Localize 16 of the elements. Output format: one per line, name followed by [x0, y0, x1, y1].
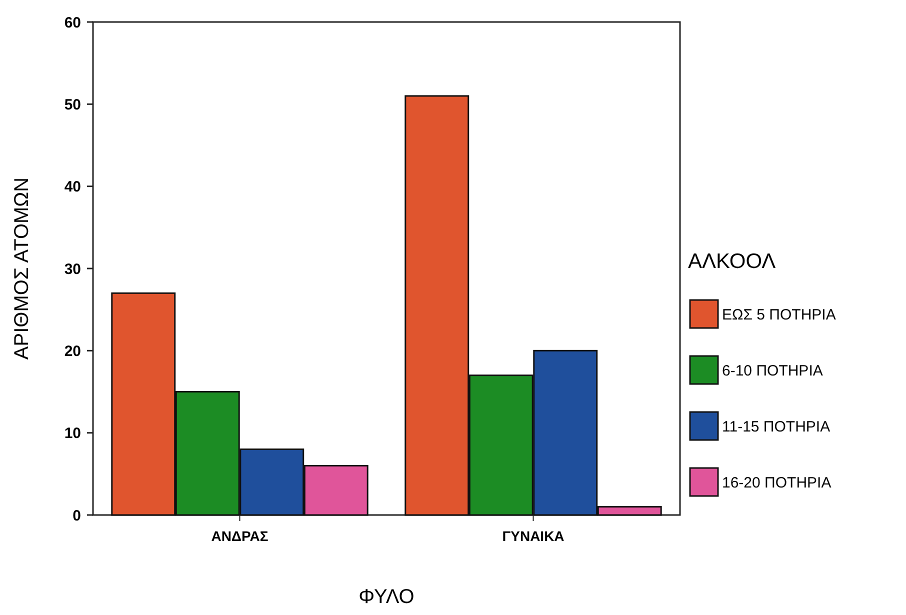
y-tick-label: 30 — [64, 260, 81, 278]
x-axis-title: ΦΥΛΟ — [358, 586, 414, 608]
legend-label: ΕΩΣ 5 ΠΟΤΗΡΙΑ — [722, 306, 836, 324]
legend-title: ΑΛΚΟΟΛ — [688, 250, 776, 273]
x-tick-label: ΓΥΝΑΙΚΑ — [502, 528, 564, 544]
y-tick-label: 10 — [64, 425, 81, 442]
legend-label: 16-20 ΠΟΤΗΡΙΑ — [722, 474, 832, 492]
legend-label: 11-15 ΠΟΤΗΡΙΑ — [722, 418, 830, 436]
y-tick-label: 60 — [64, 14, 81, 32]
y-axis-title: ΑΡΙΘΜΟΣ ΑΤΟΜΩΝ — [11, 177, 33, 360]
y-tick-label: 50 — [64, 96, 81, 114]
legend-label: 6-10 ΠΟΤΗΡΙΑ — [722, 362, 823, 380]
y-tick-label: 40 — [64, 178, 81, 196]
x-tick-label: ΑΝΔΡΑΣ — [211, 528, 268, 544]
y-tick-label: 0 — [72, 507, 81, 524]
y-tick-label: 20 — [64, 342, 81, 360]
